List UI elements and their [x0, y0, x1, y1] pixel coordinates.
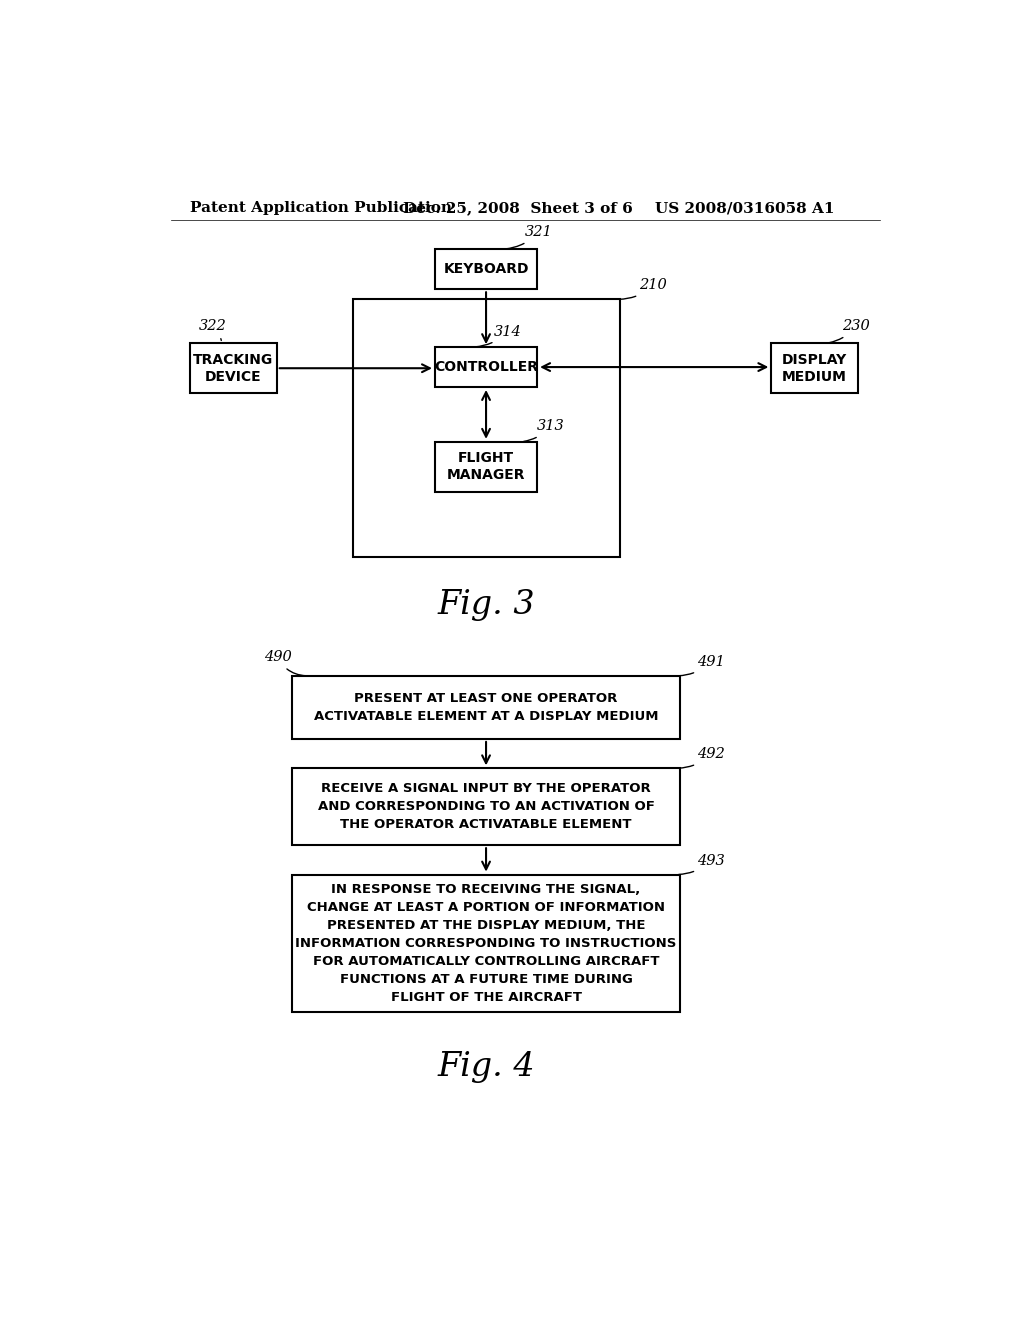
Text: Fig. 3: Fig. 3 — [437, 589, 535, 620]
Text: 321: 321 — [505, 226, 553, 249]
Text: 322: 322 — [199, 319, 226, 341]
Bar — [435, 347, 538, 387]
Bar — [190, 343, 276, 393]
Bar — [292, 676, 680, 739]
Text: CONTROLLER: CONTROLLER — [434, 360, 538, 374]
Text: IN RESPONSE TO RECEIVING THE SIGNAL,
CHANGE AT LEAST A PORTION OF INFORMATION
PR: IN RESPONSE TO RECEIVING THE SIGNAL, CHA… — [295, 883, 677, 1003]
Text: Fig. 4: Fig. 4 — [437, 1051, 535, 1082]
Bar — [771, 343, 858, 393]
Bar — [435, 442, 538, 492]
Text: TRACKING
DEVICE: TRACKING DEVICE — [194, 352, 273, 384]
Bar — [292, 875, 680, 1011]
Text: DISPLAY
MEDIUM: DISPLAY MEDIUM — [782, 352, 847, 384]
Text: 230: 230 — [829, 319, 869, 343]
Text: Dec. 25, 2008  Sheet 3 of 6: Dec. 25, 2008 Sheet 3 of 6 — [403, 202, 633, 215]
Text: Patent Application Publication: Patent Application Publication — [190, 202, 452, 215]
Bar — [292, 768, 680, 845]
Text: 210: 210 — [620, 279, 668, 300]
Bar — [435, 249, 538, 289]
Text: 490: 490 — [263, 651, 306, 676]
Text: RECEIVE A SIGNAL INPUT BY THE OPERATOR
AND CORRESPONDING TO AN ACTIVATION OF
THE: RECEIVE A SIGNAL INPUT BY THE OPERATOR A… — [317, 783, 654, 832]
Text: 491: 491 — [679, 655, 725, 676]
Text: FLIGHT
MANAGER: FLIGHT MANAGER — [446, 451, 525, 482]
Text: 492: 492 — [679, 747, 725, 768]
Text: 314: 314 — [475, 325, 521, 347]
Text: US 2008/0316058 A1: US 2008/0316058 A1 — [655, 202, 835, 215]
Text: 313: 313 — [523, 420, 564, 441]
Text: KEYBOARD: KEYBOARD — [443, 263, 528, 276]
Bar — [352, 300, 621, 557]
Text: PRESENT AT LEAST ONE OPERATOR
ACTIVATABLE ELEMENT AT A DISPLAY MEDIUM: PRESENT AT LEAST ONE OPERATOR ACTIVATABL… — [313, 692, 658, 723]
Text: 493: 493 — [679, 854, 725, 874]
